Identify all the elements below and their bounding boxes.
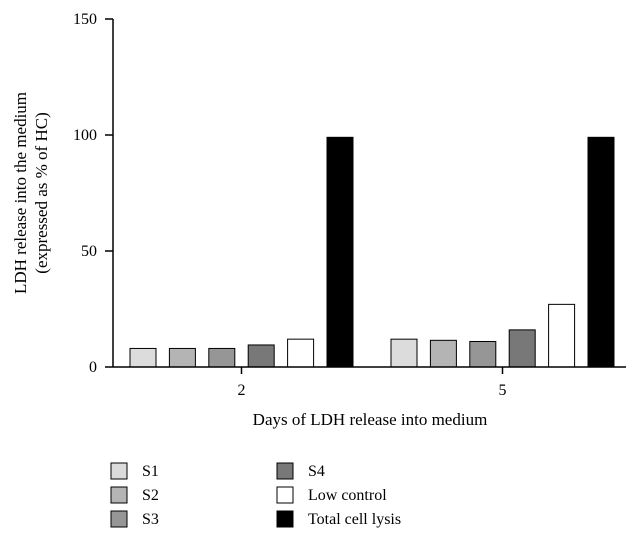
legend-item-s1: S1 [110,462,159,480]
legend-swatch [276,486,294,504]
bar-low-control-day-2 [287,338,315,368]
legend-item-s3: S3 [110,510,159,528]
legend-item-total-cell-lysis: Total cell lysis [276,510,401,528]
legend: S1 S2 S3 S4 Low control Total cell lysis [110,462,401,528]
bar-s2-day-5 [429,339,457,368]
legend-swatch [110,510,128,528]
x-axis-title: Days of LDH release into medium [253,410,488,429]
legend-label: S4 [308,463,325,480]
bars-layer [129,136,615,368]
bar-low-control-day-5 [548,303,576,368]
y-tick-label: 0 [89,359,97,376]
bar-s2-day-2 [168,347,196,368]
bar-s4-day-5 [508,329,536,368]
axes [112,19,626,368]
legend-item-s4: S4 [276,462,325,480]
bar-s1-day-5 [390,338,418,368]
legend-swatch [276,462,294,480]
y-tick-label: 50 [81,243,97,260]
y-tick-label: 150 [73,11,97,28]
bar-s1-day-2 [129,347,157,368]
y-ticks: 0 50 100 150 [73,11,113,376]
y-tick-label: 100 [73,127,97,144]
bar-s3-day-2 [208,347,236,368]
x-tick-label: 5 [499,382,507,399]
x-tick-label: 2 [238,382,246,399]
legend-label: S3 [142,511,159,528]
bar-s3-day-5 [469,340,497,368]
legend-item-low-control: Low control [276,486,387,504]
bar-s4-day-2 [247,344,275,368]
y-axis-title-line-1: LDH release into the medium [11,92,30,294]
legend-label: Low control [308,487,387,504]
bar-total-cell-lysis-day-2 [326,136,354,368]
bar-total-cell-lysis-day-5 [587,136,615,368]
legend-swatch [110,462,128,480]
legend-label: S1 [142,463,159,480]
legend-label: S2 [142,487,159,504]
legend-item-s2: S2 [110,486,159,504]
legend-label: Total cell lysis [308,511,401,528]
y-axis-title-line-2: (expressed as % of HC) [32,112,51,273]
legend-swatch [110,486,128,504]
legend-swatch [276,510,294,528]
